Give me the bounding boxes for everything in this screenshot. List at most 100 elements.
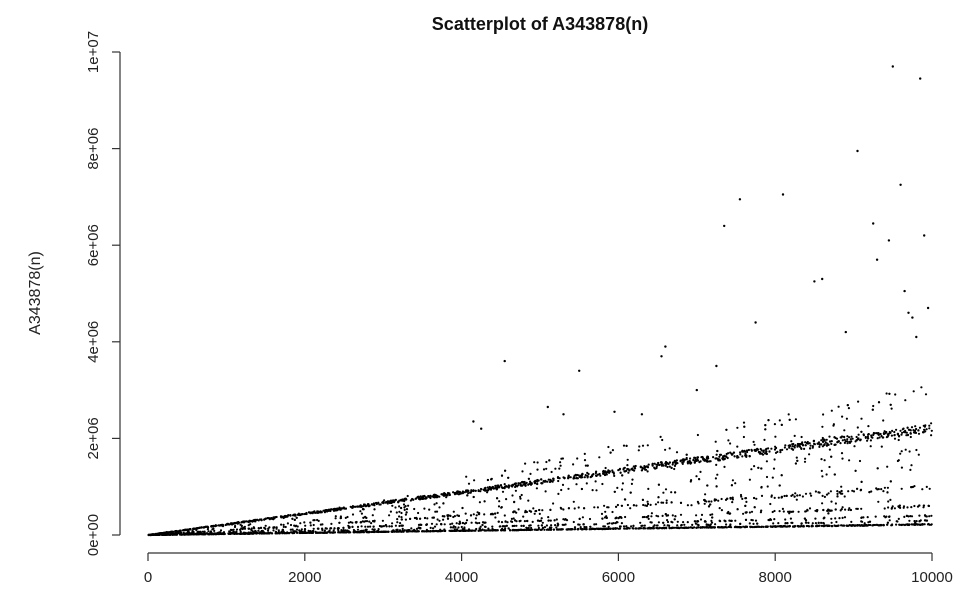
data-point [604, 466, 607, 470]
data-point [855, 524, 859, 527]
data-point [686, 504, 690, 507]
data-point [764, 428, 767, 431]
data-point [300, 531, 303, 534]
outlier-point [926, 306, 930, 310]
data-point [918, 504, 921, 507]
data-point [218, 532, 221, 536]
data-point [301, 513, 304, 516]
data-point [491, 513, 494, 516]
data-point [710, 519, 713, 523]
data-point [666, 514, 670, 517]
data-point [419, 523, 422, 526]
data-point [825, 444, 829, 447]
data-point [402, 530, 405, 533]
data-point [400, 506, 403, 510]
data-point [620, 516, 623, 520]
data-point [802, 525, 805, 528]
data-point [924, 393, 928, 396]
data-point [822, 522, 826, 525]
data-point [211, 525, 214, 528]
data-point [605, 516, 608, 520]
data-point [539, 519, 543, 522]
data-point [476, 522, 479, 525]
data-point [570, 528, 573, 531]
data-point [369, 525, 372, 528]
data-point [464, 512, 467, 515]
data-point [830, 509, 833, 512]
data-point [673, 459, 677, 462]
data-point [483, 500, 486, 503]
data-point [695, 514, 698, 517]
data-point [784, 518, 787, 521]
x-tick-label: 6000 [602, 569, 635, 586]
data-point [621, 488, 624, 491]
data-point [530, 526, 533, 530]
data-point [499, 525, 502, 528]
data-point [309, 521, 312, 524]
data-point [344, 516, 347, 520]
data-point [546, 480, 549, 483]
data-point [598, 456, 601, 459]
data-point [814, 522, 818, 525]
data-point [748, 478, 752, 481]
data-point [734, 519, 737, 522]
data-point [891, 429, 894, 432]
data-point [752, 522, 755, 526]
data-point [710, 500, 713, 503]
data-point [617, 527, 621, 530]
data-point [821, 494, 824, 497]
data-point [675, 461, 678, 465]
data-point [177, 530, 181, 533]
outlier-point [844, 330, 847, 334]
data-point [325, 527, 328, 530]
data-point [510, 517, 513, 521]
outlier-point [903, 289, 906, 293]
data-point [445, 496, 448, 499]
data-point [716, 473, 719, 476]
data-point [779, 449, 782, 452]
data-point [435, 523, 438, 526]
data-point [467, 489, 470, 492]
data-point [247, 527, 250, 530]
data-point [547, 478, 550, 481]
data-point [853, 524, 857, 527]
data-point [548, 526, 552, 529]
data-point [505, 498, 508, 501]
data-point [533, 482, 537, 485]
data-point [541, 521, 544, 524]
data-point [449, 523, 452, 526]
data-point [886, 523, 889, 526]
data-point [701, 455, 704, 459]
data-point [718, 507, 721, 510]
data-point [342, 529, 345, 532]
data-point [860, 417, 863, 420]
data-point [595, 474, 598, 477]
data-point [474, 517, 477, 520]
data-point [843, 524, 846, 527]
data-point [904, 431, 907, 434]
data-point [566, 528, 569, 531]
data-point [847, 508, 850, 511]
data-point [497, 505, 501, 508]
data-point [372, 520, 375, 523]
data-point [682, 458, 685, 461]
data-point [475, 514, 478, 517]
data-point [671, 521, 674, 524]
data-point [696, 433, 700, 437]
data-point [830, 521, 833, 524]
data-point [559, 464, 562, 467]
data-point [403, 508, 406, 511]
data-point [415, 517, 418, 521]
data-point [349, 521, 352, 524]
data-point [524, 482, 527, 485]
data-point [907, 428, 911, 431]
data-point [250, 531, 253, 535]
data-point [541, 509, 544, 512]
data-point [390, 525, 393, 528]
data-point [601, 482, 604, 486]
data-point [384, 501, 387, 504]
data-point [908, 519, 911, 522]
data-point [632, 504, 636, 507]
data-point [840, 524, 843, 527]
data-point [866, 516, 869, 519]
